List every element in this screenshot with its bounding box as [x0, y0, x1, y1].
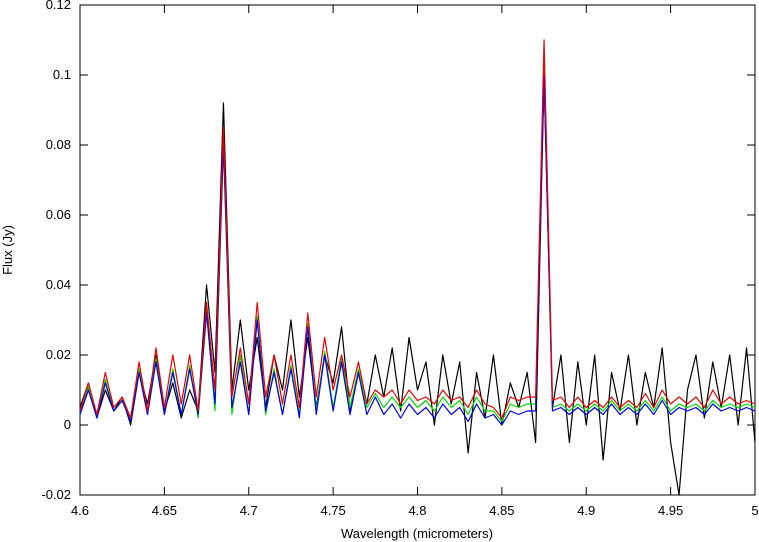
x-axis-label: Wavelength (micrometers) [341, 526, 493, 541]
y-tick-label: 0 [64, 417, 71, 432]
y-tick-label: 0.04 [46, 277, 71, 292]
y-tick-label: 0.02 [46, 347, 71, 362]
x-tick-label: 4.65 [152, 503, 177, 518]
series-line [79, 74, 756, 426]
y-tick-label: -0.02 [41, 487, 71, 502]
series-line [79, 39, 756, 419]
y-tick-label: 0.06 [46, 207, 71, 222]
x-tick-label: 4.9 [577, 503, 595, 518]
y-axis-label: Flux (Jy) [0, 225, 15, 275]
x-tick-label: 4.85 [489, 503, 514, 518]
x-tick-label: 4.75 [320, 503, 345, 518]
series-line [79, 74, 756, 496]
x-tick-label: 4.6 [71, 503, 89, 518]
y-tick-label: 0.12 [46, 0, 71, 12]
x-tick-label: 5 [751, 503, 758, 518]
plot-frame [79, 4, 756, 496]
series-line [79, 56, 756, 423]
y-tick-label: 0.08 [46, 137, 71, 152]
x-tick-label: 4.7 [240, 503, 258, 518]
y-tick-label: 0.1 [53, 67, 71, 82]
x-tick-label: 4.8 [408, 503, 426, 518]
x-tick-label: 4.95 [658, 503, 683, 518]
